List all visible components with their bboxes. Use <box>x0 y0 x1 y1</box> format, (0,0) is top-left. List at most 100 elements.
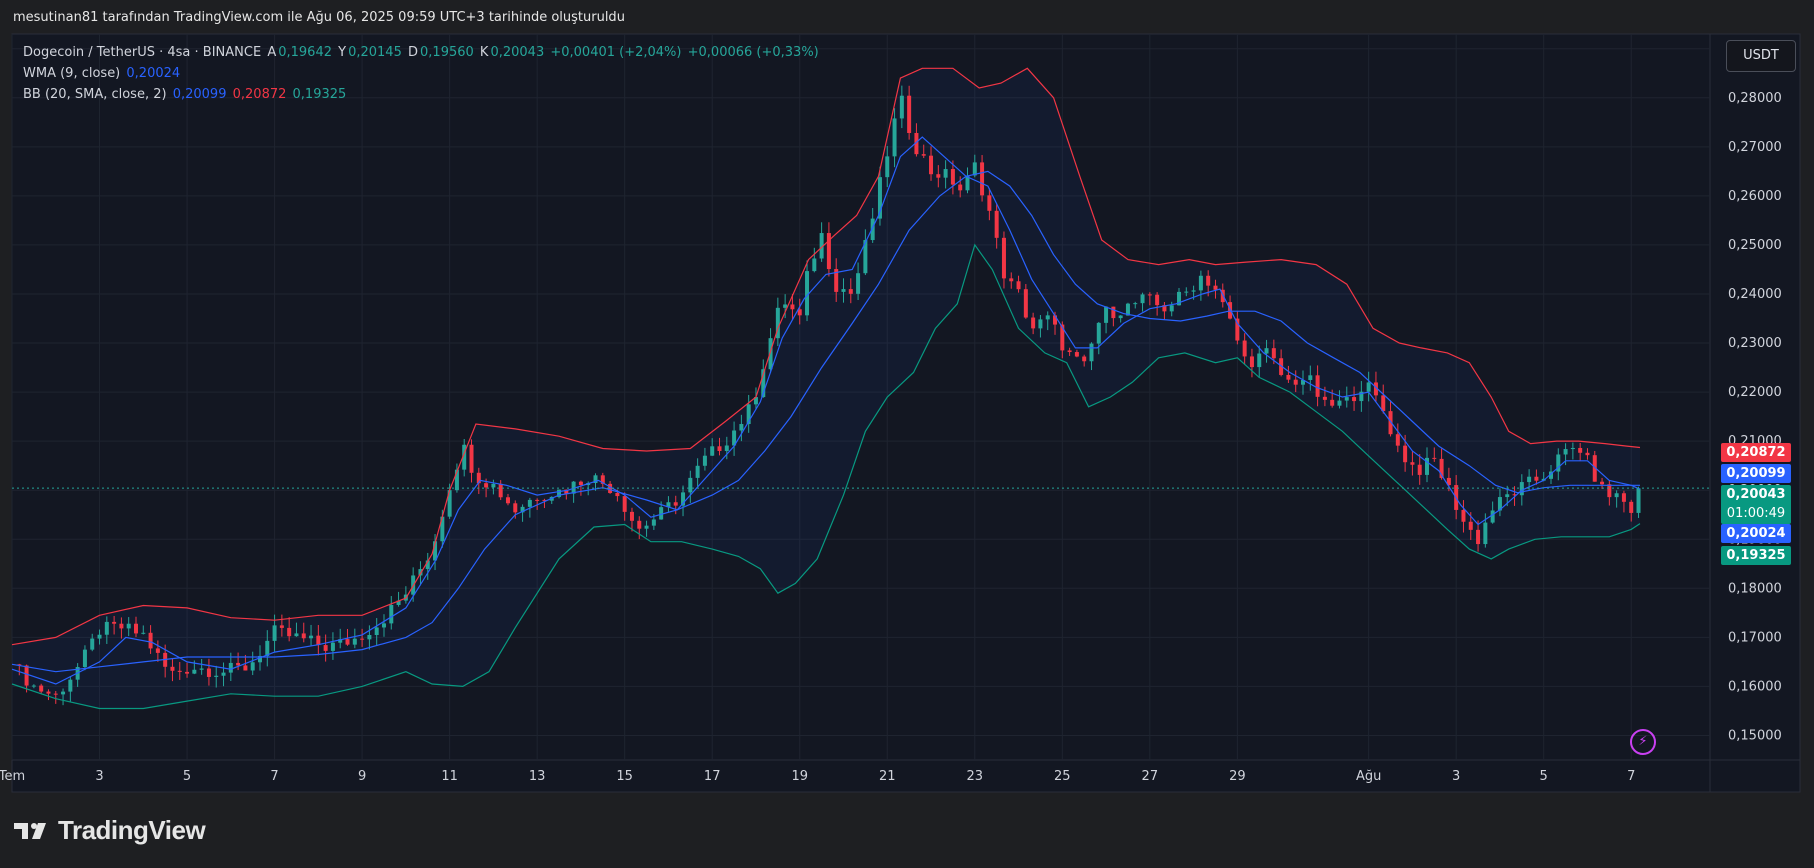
candle-body <box>1060 324 1065 351</box>
candle-body <box>717 446 722 451</box>
candle-body <box>1373 382 1378 396</box>
candle-body <box>943 169 948 178</box>
candle-body <box>1512 494 1517 496</box>
candle-body <box>914 132 919 155</box>
candle-body <box>1432 457 1437 459</box>
time-tick-label: 11 <box>441 769 458 784</box>
candle-body <box>345 639 350 645</box>
time-tick-label: 23 <box>967 769 984 784</box>
candle-body <box>739 424 744 431</box>
candle-body <box>133 623 138 634</box>
candle-body <box>1111 306 1116 319</box>
legend-close-value: 0,20043 <box>490 45 545 60</box>
candle-body <box>462 444 467 470</box>
candle-body <box>1096 322 1101 344</box>
candle-body <box>243 665 248 671</box>
legend-wma-name: WMA (9, close) <box>23 66 121 81</box>
candle-body <box>608 483 613 493</box>
time-tick-label: 7 <box>270 769 278 784</box>
candle-body <box>870 218 875 241</box>
candle-body <box>192 669 197 674</box>
candle-body <box>659 507 664 520</box>
candle-body <box>1031 317 1036 329</box>
candle-body <box>177 670 182 672</box>
candle-body <box>1293 379 1298 385</box>
candle-body <box>1147 294 1152 296</box>
candle-body <box>257 655 262 663</box>
candle-body <box>965 175 970 191</box>
candle-body <box>352 638 357 645</box>
time-tick-label: 25 <box>1054 769 1071 784</box>
candle-body <box>447 490 452 517</box>
candle-body <box>761 369 766 398</box>
candle-body <box>899 95 904 119</box>
candle-body <box>666 502 671 508</box>
price-tick-label: 0,23000 <box>1728 336 1782 351</box>
candle-body <box>1249 356 1254 368</box>
candle-body <box>564 489 569 494</box>
candle-body <box>498 483 503 498</box>
legend-open-value: 0,19642 <box>278 45 332 60</box>
currency-button[interactable]: USDT <box>1726 40 1796 72</box>
candle-body <box>578 481 583 486</box>
candle-body <box>433 541 438 561</box>
candle-body <box>841 289 846 292</box>
candle-body <box>170 666 175 671</box>
price-tick-label: 0,15000 <box>1728 728 1782 743</box>
candle-body <box>702 455 707 466</box>
wma-price-tag: 0,20024 <box>1721 524 1791 543</box>
candle-body <box>695 465 700 478</box>
candle-body <box>1446 477 1451 486</box>
legend-wma-row[interactable]: WMA (9, close) 0,20024 <box>23 66 182 81</box>
price-tick-label: 0,25000 <box>1728 238 1782 253</box>
candle-body <box>418 569 423 576</box>
candle-body <box>1045 315 1050 320</box>
candle-body <box>1315 375 1320 397</box>
legend-bb-row[interactable]: BB (20, SMA, close, 2) 0,20099 0,20872 0… <box>23 87 348 102</box>
candle-body <box>469 444 474 473</box>
candle-body <box>1322 396 1327 400</box>
candle-body <box>805 271 810 316</box>
candle-body <box>1600 481 1605 485</box>
lightning-icon[interactable]: ⚡ <box>1630 729 1656 755</box>
price-tick-label: 0,28000 <box>1728 91 1782 106</box>
candle-body <box>46 691 51 694</box>
candle-body <box>1395 434 1400 446</box>
candle-body <box>1548 471 1553 479</box>
time-tick-label: 17 <box>704 769 721 784</box>
candle-body <box>484 483 489 488</box>
candle-body <box>950 169 955 185</box>
price-tick-label: 0,17000 <box>1728 630 1782 645</box>
legend-open-label: A <box>267 45 277 60</box>
time-tick-label: 7 <box>1627 769 1635 784</box>
time-tick-label: 13 <box>529 769 546 784</box>
candle-body <box>24 665 29 686</box>
time-tick-label: 5 <box>183 769 191 784</box>
candle-body <box>31 685 36 687</box>
candle-body <box>491 483 496 488</box>
chart-caption: mesutinan81 tarafından TradingView.com i… <box>13 10 625 25</box>
bollinger-band-area <box>12 68 1640 709</box>
candle-body <box>1527 476 1532 483</box>
chart-pane-background <box>11 33 1801 793</box>
candle-body <box>199 668 204 670</box>
time-tick-label: 21 <box>879 769 896 784</box>
candle-body <box>1556 454 1561 472</box>
candle-body <box>936 174 941 178</box>
legend-symbol[interactable]: Dogecoin / TetherUS · 4sa · BINANCE <box>23 45 262 60</box>
candle-body <box>856 273 861 294</box>
candle-body <box>1177 291 1182 306</box>
candle-body <box>1497 497 1502 511</box>
candle-body <box>1476 529 1481 545</box>
legend-bb-name: BB (20, SMA, close, 2) <box>23 87 167 102</box>
candle-body <box>389 604 394 624</box>
candle-body <box>1082 356 1087 362</box>
candle-body <box>877 177 882 219</box>
candle-body <box>1213 285 1218 290</box>
candle-body <box>1133 303 1138 305</box>
candle-body <box>396 600 401 605</box>
candle-body <box>1271 348 1276 359</box>
candle-body <box>279 625 284 628</box>
candle-body <box>1155 294 1160 306</box>
